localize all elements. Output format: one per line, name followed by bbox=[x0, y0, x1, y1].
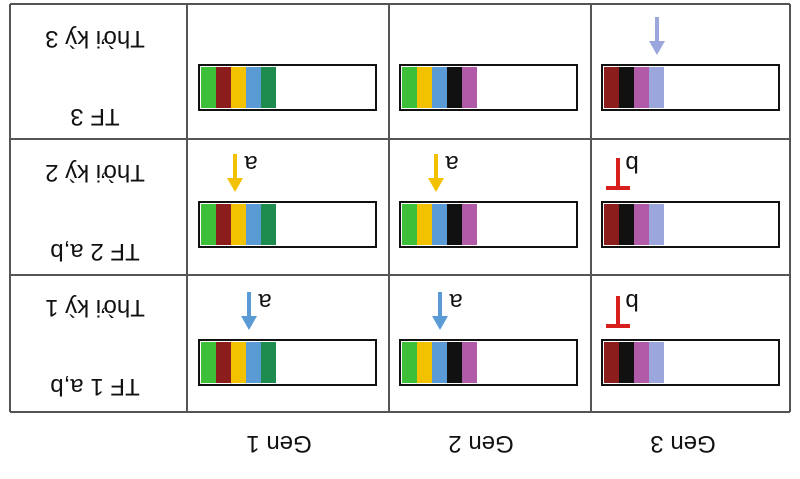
row-3-tf-label: TF 1 a,b bbox=[50, 373, 139, 400]
gene-segment-darkgreen bbox=[261, 204, 276, 245]
gene-segment-darkred bbox=[604, 342, 619, 383]
gene-segment-darkgreen bbox=[261, 342, 276, 383]
activation-arrow-r3-c1 bbox=[241, 292, 257, 330]
gene-segment-black bbox=[447, 67, 462, 108]
marker-label-r3-c3: b bbox=[625, 288, 638, 315]
column-label-gen-3: Gen 3 bbox=[650, 430, 715, 457]
marker-label-r3-c2: a bbox=[449, 288, 463, 315]
row-label-group-3: TF 1 a,b Thời kỳ 1 bbox=[45, 294, 145, 400]
row-1-tf-label: TF 3 bbox=[70, 103, 119, 130]
gene-segment-black bbox=[619, 67, 634, 108]
gene-segment-yellow bbox=[231, 67, 246, 108]
row-label-group-2: TF 2 a,b Thời kỳ 2 bbox=[45, 159, 145, 265]
row-2-stage-label: Thời kỳ 2 bbox=[45, 159, 145, 186]
gene-box-r2-c2 bbox=[399, 201, 578, 248]
gene-segment-magenta bbox=[634, 204, 649, 245]
gene-segment-magenta bbox=[634, 67, 649, 108]
inhibition-marker-r3-c3 bbox=[606, 296, 630, 328]
table-grid bbox=[9, 3, 791, 413]
gene-segment-magenta bbox=[462, 342, 477, 383]
gene-box-r1-c2 bbox=[399, 64, 578, 111]
gene-segment-yellow bbox=[231, 342, 246, 383]
gene-segment-lavender bbox=[649, 67, 664, 108]
gene-segment-green bbox=[402, 204, 417, 245]
gene-segment-yellow bbox=[417, 342, 432, 383]
activation-arrow-r2-c2 bbox=[428, 154, 444, 192]
gene-segment-blue bbox=[246, 67, 261, 108]
gene-segment-yellow bbox=[417, 67, 432, 108]
gene-segment-green bbox=[402, 67, 417, 108]
inhibition-marker-r2-c3 bbox=[606, 158, 630, 190]
gene-segment-blue bbox=[432, 342, 447, 383]
arrow-head bbox=[227, 178, 243, 192]
gene-box-r2-c1 bbox=[198, 201, 377, 248]
gene-segment-lavender bbox=[649, 342, 664, 383]
marker-label-r2-c2: a bbox=[445, 150, 459, 177]
row-1-stage-label: Thời kỳ 3 bbox=[45, 25, 145, 52]
gene-segment-magenta bbox=[462, 67, 477, 108]
gene-segment-green bbox=[402, 342, 417, 383]
row-3-stage-label: Thời kỳ 1 bbox=[45, 294, 145, 321]
gene-segment-green bbox=[201, 342, 216, 383]
gene-box-r2-c3 bbox=[601, 201, 780, 248]
gene-segment-blue bbox=[432, 204, 447, 245]
gene-segment-green bbox=[201, 204, 216, 245]
activation-arrow-r2-c1 bbox=[227, 154, 243, 192]
gene-segment-blue bbox=[432, 67, 447, 108]
gene-bars bbox=[198, 64, 780, 386]
marker-label-r2-c3: b bbox=[625, 150, 638, 177]
gene-box-r1-c1 bbox=[198, 64, 377, 111]
gene-segment-darkred bbox=[216, 342, 231, 383]
gene-segment-darkred bbox=[604, 204, 619, 245]
gene-segment-black bbox=[447, 342, 462, 383]
gene-segment-darkred bbox=[216, 204, 231, 245]
gene-segment-magenta bbox=[634, 342, 649, 383]
marker-label-r3-c1: a bbox=[258, 288, 272, 315]
gene-segment-blue bbox=[246, 204, 261, 245]
gene-box-r3-c1 bbox=[198, 339, 377, 386]
row-label-group-1: TF 3 Thời kỳ 3 bbox=[45, 25, 145, 130]
gene-segment-magenta bbox=[462, 204, 477, 245]
gene-segment-black bbox=[619, 204, 634, 245]
regulation-markers: a a b a a b bbox=[227, 17, 665, 330]
row-2-tf-label: TF 2 a,b bbox=[50, 238, 139, 265]
gene-segment-blue bbox=[246, 342, 261, 383]
arrow-head bbox=[432, 316, 448, 330]
gene-segment-yellow bbox=[417, 204, 432, 245]
gene-segment-yellow bbox=[231, 204, 246, 245]
arrow-head bbox=[428, 178, 444, 192]
arrow-head bbox=[241, 316, 257, 330]
gene-segment-green bbox=[201, 67, 216, 108]
gene-box-r3-c3 bbox=[601, 339, 780, 386]
gene-box-r1-c3 bbox=[601, 64, 780, 111]
activation-arrow-r1-c3 bbox=[649, 17, 665, 55]
gene-segment-black bbox=[619, 342, 634, 383]
gene-segment-lavender bbox=[649, 204, 664, 245]
gene-box-r3-c2 bbox=[399, 339, 578, 386]
gene-segment-darkred bbox=[604, 67, 619, 108]
arrow-head bbox=[649, 41, 665, 55]
gene-segment-darkgreen bbox=[261, 67, 276, 108]
gene-segment-darkred bbox=[216, 67, 231, 108]
column-label-gen-2: Gen 2 bbox=[448, 430, 513, 457]
marker-label-r2-c1: a bbox=[244, 150, 258, 177]
column-label-gen-1: Gen 1 bbox=[246, 430, 311, 457]
gene-segment-black bbox=[447, 204, 462, 245]
activation-arrow-r3-c2 bbox=[432, 292, 448, 330]
